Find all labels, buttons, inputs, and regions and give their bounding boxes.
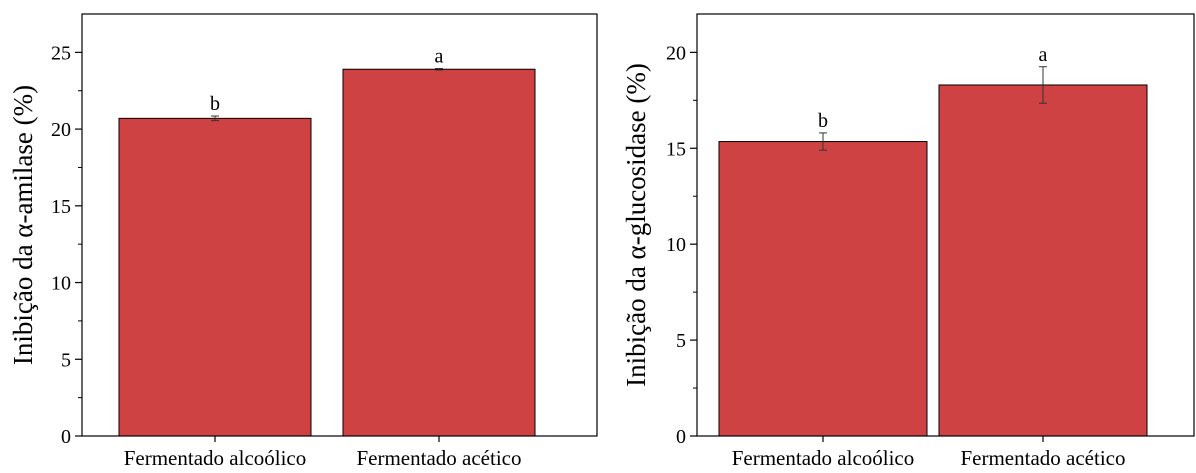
- chart-alpha-glucosidase: b a 0 5 10 15 20 Fermentado alcoólico Fermentado…: [621, 13, 1195, 470]
- chart-alpha-amylase: b a 0 5 10 15 20 25 Fermentado alcoólico Fermenta…: [8, 13, 598, 470]
- significance-letter: a: [1039, 44, 1048, 66]
- bar: [938, 84, 1148, 437]
- y-tick-label: 5: [676, 330, 686, 352]
- y-tick-label: 5: [61, 349, 71, 371]
- bar: [718, 141, 928, 437]
- y-tick-label: 15: [51, 196, 71, 218]
- plot-frame: [696, 13, 1195, 437]
- y-tick-label: 0: [676, 426, 686, 448]
- significance-letter: a: [435, 45, 444, 67]
- x-tick-label: Fermentado alcoólico: [732, 446, 915, 470]
- y-axis-label: Inibição da α-amilase (%): [8, 85, 38, 365]
- significance-letter: b: [210, 93, 220, 115]
- bar: [118, 117, 312, 437]
- y-tick-label: 0: [61, 426, 71, 448]
- y-tick-label: 10: [666, 234, 686, 256]
- bar: [342, 68, 536, 437]
- y-axis-label: Inibição da α-glucosidase (%): [621, 63, 651, 387]
- y-tick-label: 10: [51, 273, 71, 295]
- y-tick-label: 20: [666, 42, 686, 64]
- x-tick-label: Fermentado alcoólico: [124, 446, 307, 470]
- y-tick-label: 25: [51, 42, 71, 64]
- significance-letter: b: [818, 110, 828, 132]
- y-tick-label: 20: [51, 119, 71, 141]
- x-tick-label: Fermentado acético: [960, 446, 1125, 470]
- x-tick-label: Fermentado acético: [356, 446, 521, 470]
- plot-frame: [81, 13, 598, 437]
- y-tick-label: 15: [666, 138, 686, 160]
